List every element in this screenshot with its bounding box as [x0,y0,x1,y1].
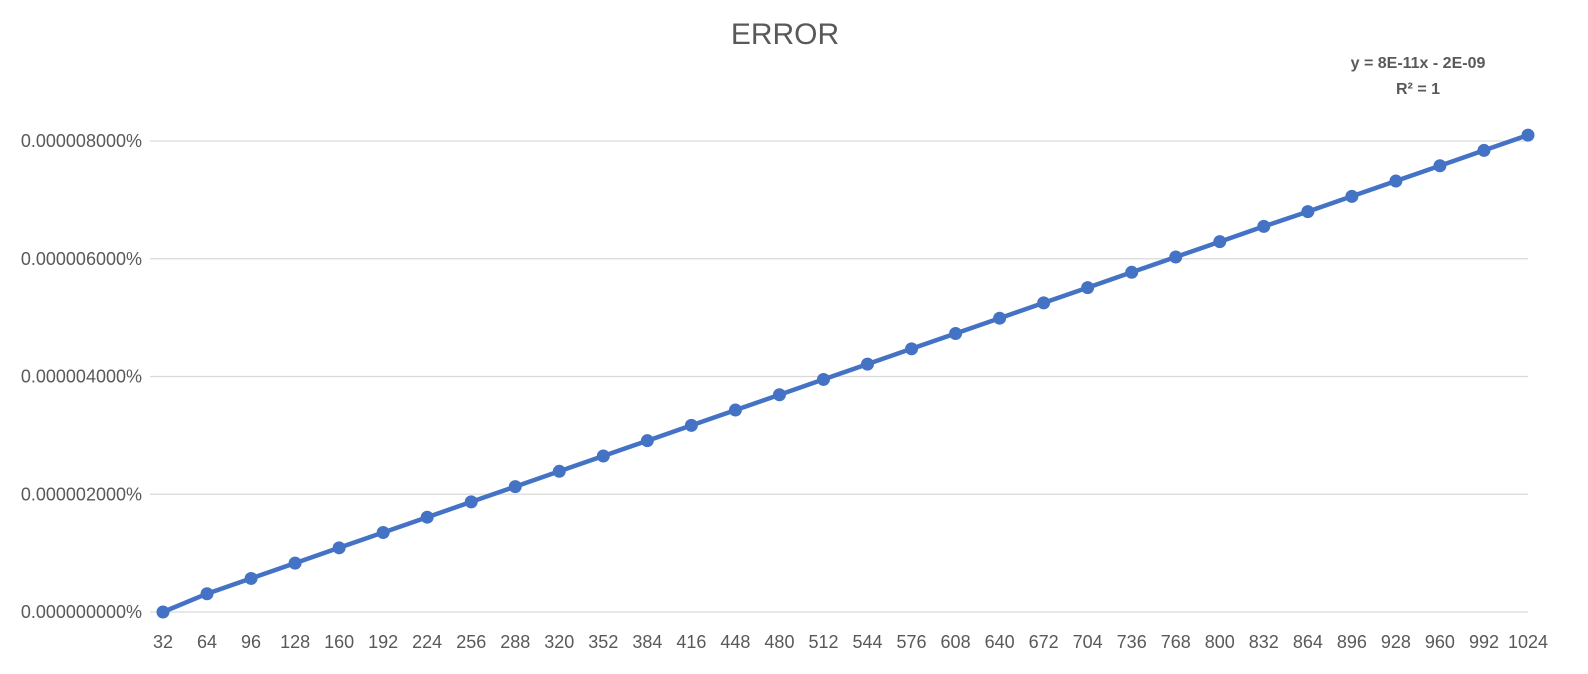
x-tick-label: 416 [676,632,706,652]
data-point [332,541,346,555]
x-tick-label: 896 [1337,632,1367,652]
data-point [640,434,654,448]
x-tick-label: 448 [720,632,750,652]
data-point [376,526,390,540]
x-tick-label: 928 [1381,632,1411,652]
x-tick-label: 32 [153,632,173,652]
data-point [1301,205,1315,219]
data-point [1257,219,1271,233]
x-tick-label: 320 [544,632,574,652]
data-point [1477,143,1491,157]
x-tick-label: 768 [1161,632,1191,652]
data-point [861,357,875,371]
x-tick-label: 384 [632,632,662,652]
data-point [1081,281,1095,295]
x-tick-label: 672 [1029,632,1059,652]
data-point [1521,128,1535,142]
x-tick-label: 608 [941,632,971,652]
y-tick-label: 0.000002000% [21,484,142,504]
x-tick-label: 1024 [1508,632,1548,652]
x-tick-label: 96 [241,632,261,652]
data-point [772,388,786,402]
x-tick-label: 576 [897,632,927,652]
x-tick-label: 640 [985,632,1015,652]
y-tick-label: 0.000004000% [21,367,142,387]
data-point [949,327,963,341]
x-tick-label: 224 [412,632,442,652]
data-point [552,464,566,478]
y-tick-label: 0.000000000% [21,602,142,622]
series-line [162,132,1529,615]
x-tick-label: 864 [1293,632,1323,652]
data-point [1345,189,1359,203]
data-point [905,342,919,356]
data-point [464,495,478,509]
data-point [156,605,170,619]
x-tick-label: 512 [808,632,838,652]
y-tick-label: 0.000008000% [21,131,142,151]
x-tick-label: 736 [1117,632,1147,652]
data-point [816,372,830,386]
gridlines [150,140,1528,613]
data-point [508,480,522,494]
data-point [1169,250,1183,264]
data-point [993,311,1007,325]
x-tick-label: 544 [852,632,882,652]
data-point [728,403,742,417]
data-point [1213,235,1227,249]
x-tick-label: 832 [1249,632,1279,652]
data-point [288,556,302,570]
data-point [684,418,698,432]
y-tick-label: 0.000006000% [21,249,142,269]
x-tick-label: 160 [324,632,354,652]
x-axis-ticks: 32 64 96 128 160 192 224 256 288 320 352 384 416 448 4… [153,632,1548,652]
trendline-r-squared: R² = 1 [1396,81,1440,98]
x-tick-label: 800 [1205,632,1235,652]
data-point [596,449,610,463]
x-tick-label: 352 [588,632,618,652]
data-point [244,571,258,585]
x-tick-label: 288 [500,632,530,652]
data-point [1433,159,1447,173]
x-tick-label: 960 [1425,632,1455,652]
x-tick-label: 256 [456,632,486,652]
x-tick-label: 704 [1073,632,1103,652]
data-point [200,587,214,601]
data-point [1037,296,1051,310]
data-point [1125,265,1139,279]
y-axis-ticks: 0.000000000% 0.000002000% 0.000004000% 0.00… [21,131,142,622]
trendline-equation: y = 8E-11x - 2E-09 [1351,55,1486,72]
x-tick-label: 992 [1469,632,1499,652]
chart-title: ERROR [731,18,839,51]
x-tick-label: 64 [197,632,217,652]
x-tick-label: 480 [764,632,794,652]
data-point [1389,174,1403,188]
x-tick-label: 128 [280,632,310,652]
x-tick-label: 192 [368,632,398,652]
series-layer [156,128,1535,619]
data-point [420,510,434,524]
